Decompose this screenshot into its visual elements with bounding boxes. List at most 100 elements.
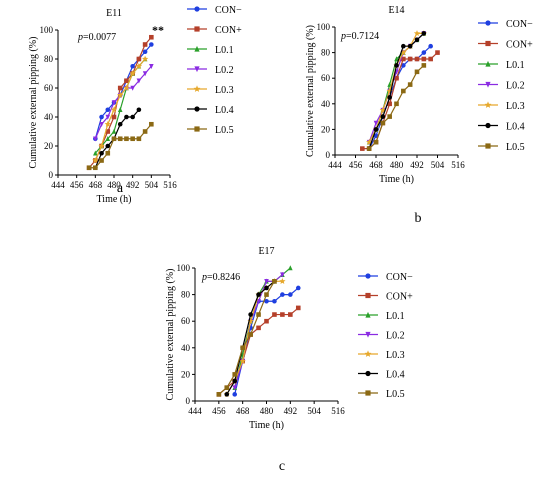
data-point <box>124 136 129 142</box>
y-tick-label: 0 <box>186 396 191 406</box>
legend-item: L0.3 <box>358 350 405 361</box>
legend-marker <box>365 331 371 338</box>
data-point <box>421 50 427 55</box>
data-point <box>111 100 117 106</box>
legend-marker <box>194 26 200 32</box>
y-tick-label: 100 <box>40 25 54 35</box>
data-point <box>105 143 111 149</box>
data-point <box>117 106 123 113</box>
data-point <box>435 50 440 55</box>
data-point <box>366 146 372 151</box>
data-point <box>280 312 285 317</box>
data-point <box>256 325 261 331</box>
data-point <box>401 63 406 68</box>
data-point <box>130 63 135 69</box>
chart-title: E17 <box>258 246 274 257</box>
legend-label: L0.5 <box>215 125 234 136</box>
data-point <box>414 69 420 75</box>
y-tick-label: 60 <box>321 73 331 83</box>
data-point <box>413 30 421 37</box>
data-point <box>264 298 269 304</box>
y-tick-label: 80 <box>321 48 331 58</box>
data-point <box>394 56 399 62</box>
series-l0-3 <box>92 55 149 164</box>
data-point <box>414 37 420 43</box>
y-tick-label: 100 <box>177 263 191 273</box>
data-point <box>98 142 105 149</box>
series-conplus <box>86 34 154 171</box>
data-point <box>401 88 406 94</box>
data-point <box>99 150 104 156</box>
legend-label: L0.1 <box>506 60 525 71</box>
legend-item: L0.2 <box>358 331 405 342</box>
y-tick-label: 20 <box>181 369 191 379</box>
legend-item: L0.2 <box>478 81 525 92</box>
data-point <box>129 70 136 77</box>
legend-label: L0.4 <box>506 122 525 133</box>
series-l0-5 <box>216 279 277 397</box>
data-point <box>149 42 154 47</box>
x-tick-label: 444 <box>328 160 342 170</box>
panel-label: a <box>117 181 124 196</box>
x-tick-label: 468 <box>89 180 103 190</box>
x-tick-label: 456 <box>70 180 84 190</box>
y-tick-label: 80 <box>44 54 54 64</box>
legend-item: L0.5 <box>358 389 405 400</box>
legend-marker <box>365 390 371 396</box>
legend-marker <box>485 122 491 129</box>
data-point <box>407 82 413 87</box>
data-point <box>239 357 246 364</box>
series-l0-1 <box>232 265 293 390</box>
data-point <box>288 292 293 297</box>
data-point <box>111 128 117 134</box>
series-line <box>226 280 275 395</box>
data-point <box>256 292 261 297</box>
data-point <box>394 75 399 81</box>
data-point <box>232 372 238 377</box>
legend-label: L0.4 <box>386 370 405 381</box>
data-point <box>117 136 123 142</box>
data-point <box>136 136 142 142</box>
data-point <box>373 120 379 126</box>
data-point <box>117 85 123 91</box>
data-point <box>264 285 269 291</box>
data-point <box>216 392 222 397</box>
p-value-annotation: p=0.7124 <box>340 31 379 42</box>
data-point <box>105 107 111 113</box>
data-point <box>421 63 427 68</box>
data-point <box>130 114 135 120</box>
y-tick-label: 60 <box>44 83 54 93</box>
series-l0-5 <box>366 63 427 151</box>
data-point <box>264 292 269 297</box>
series-l0-5 <box>86 121 154 171</box>
x-tick-label: 480 <box>390 160 404 170</box>
data-point <box>421 31 427 36</box>
data-point <box>105 129 111 134</box>
x-axis-label: Time (h) <box>249 420 284 431</box>
legend-item: L0.3 <box>187 85 234 96</box>
data-point <box>248 332 253 337</box>
data-point <box>135 62 143 69</box>
y-tick-label: 40 <box>44 112 54 122</box>
legend-marker <box>485 81 491 88</box>
data-point <box>99 158 104 163</box>
legend-item: CON+ <box>187 25 242 36</box>
x-axis-label: Time (h) <box>97 194 132 205</box>
x-tick-label: 504 <box>307 406 321 416</box>
x-tick-label: 504 <box>431 160 445 170</box>
data-point <box>105 150 111 156</box>
data-point <box>93 165 98 171</box>
chart-e14: 0 20 40 60 80 100 444 456 468 480 492 504 516 Time (h… <box>305 5 533 226</box>
legend-label: L0.2 <box>215 65 234 76</box>
legend-label: L0.1 <box>386 311 405 322</box>
y-tick-label: 0 <box>49 170 54 180</box>
series-line <box>368 45 432 149</box>
panel-label: b <box>415 211 422 226</box>
legend-label: CON− <box>386 272 413 283</box>
legend-label: L0.5 <box>506 142 525 153</box>
data-point <box>394 101 399 107</box>
legend-item: CON− <box>358 272 413 283</box>
legend-marker <box>364 350 372 357</box>
legend-label: L0.2 <box>506 81 525 92</box>
